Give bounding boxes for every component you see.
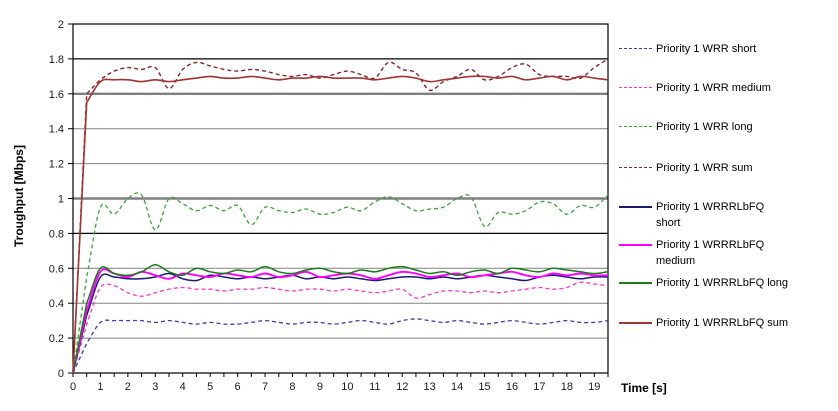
y-tick-label: 0.2: [49, 333, 64, 345]
x-tick-label: 12: [396, 381, 408, 393]
legend-label: Priority 1 WRR long: [656, 121, 753, 133]
legend-swatch-wrr-sum: [619, 167, 652, 168]
series-line-wrrrlbfq-long: [72, 264, 609, 374]
x-tick-label: 13: [424, 381, 436, 393]
legend-label: Priority 1 WRR short: [656, 43, 757, 55]
x-tick-label: 1: [97, 381, 103, 393]
x-tick-label: 7: [262, 381, 268, 393]
series-line-wrrrlbfq-sum: [72, 75, 609, 374]
legend-swatch-wrrrlbfq-medium: [619, 244, 652, 246]
legend-swatch-wrr-medium: [619, 87, 652, 88]
y-tick-label: 1.4: [49, 124, 64, 136]
x-tick-label: 19: [588, 381, 600, 393]
legend-label: Priority 1 WRRRLbFQ short: [656, 201, 765, 229]
y-tick-label: 2: [58, 19, 64, 31]
y-tick-label: 1.6: [49, 89, 64, 101]
x-tick-label: 17: [533, 381, 545, 393]
x-tick-label: 2: [125, 381, 131, 393]
x-tick-label: 14: [451, 381, 463, 393]
y-tick-label: 1.2: [49, 159, 64, 171]
legend-label: Priority 1 WRRRLbFQ medium: [656, 239, 765, 267]
x-tick-label: 8: [289, 381, 295, 393]
legend-label: Priority 1 WRRRLbFQ sum: [656, 317, 789, 329]
x-tick-label: 5: [207, 381, 213, 393]
series-line-wrr-medium: [72, 281, 609, 374]
series-line-wrr-sum: [72, 58, 609, 374]
y-tick-label: 1: [58, 194, 64, 206]
x-tick-label: 18: [561, 381, 573, 393]
legend-swatch-wrrrlbfq-long: [619, 282, 652, 284]
x-tick-label: 3: [152, 381, 158, 393]
x-axis-title: Time [s]: [621, 381, 667, 395]
legend-label: Priority 1 WRR sum: [656, 162, 753, 174]
x-tick-label: 11: [369, 381, 380, 393]
y-tick-label: 0.4: [49, 298, 64, 310]
series-line-wrrrlbfq-short: [72, 272, 609, 374]
x-tick-label: 16: [506, 381, 518, 393]
legend-label: Priority 1 WRRRLbFQ long: [656, 277, 789, 289]
x-tick-label: 15: [478, 381, 490, 393]
x-tick-label: 10: [341, 381, 353, 393]
y-tick-label: 0.8: [49, 228, 64, 240]
series-line-wrr-short: [72, 318, 609, 374]
legend-swatch-wrr-short: [619, 48, 652, 49]
legend-swatch-wrr-long: [619, 126, 652, 127]
y-tick-label: 0: [58, 368, 64, 380]
y-tick-label: 1.8: [49, 54, 64, 66]
legend-swatch-wrrrlbfq-sum: [619, 322, 652, 324]
x-tick-label: 0: [70, 381, 76, 393]
series-line-wrrrlbfq-medium: [72, 268, 609, 374]
y-tick-label: 0.6: [49, 263, 64, 275]
legend: Priority 1 WRR short Priority 1 WRR mediu…: [619, 0, 838, 411]
legend-swatch-wrrrlbfq-short: [619, 206, 652, 208]
x-tick-label: 6: [235, 381, 241, 393]
x-tick-label: 4: [180, 381, 186, 393]
x-tick-label: 9: [317, 381, 323, 393]
y-axis-title: Troughput [Mbps]: [12, 145, 26, 247]
legend-label: Priority 1 WRR medium: [656, 82, 771, 94]
series-line-wrr-long: [72, 192, 609, 374]
